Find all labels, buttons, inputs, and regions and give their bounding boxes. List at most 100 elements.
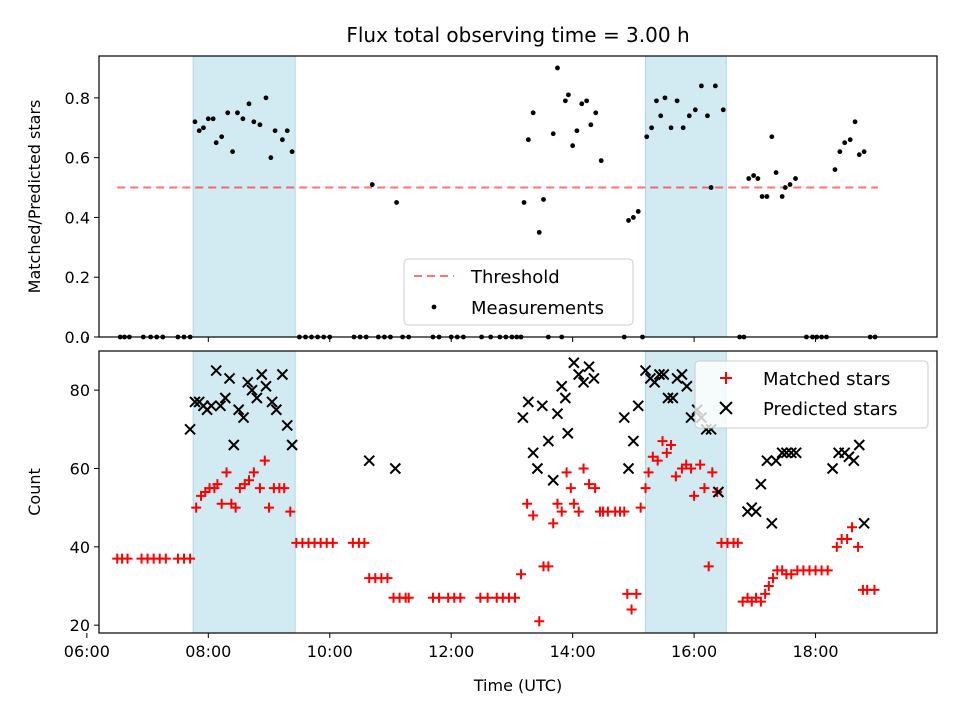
matched-star-marker [657,436,668,447]
predicted-star-marker [527,447,539,459]
measurement-point [662,95,668,101]
matched-star-marker [622,588,633,599]
observing-interval-band [192,55,296,338]
matched-star-marker [556,506,567,517]
plot-frame [98,350,938,634]
matched-star-marker [230,502,241,513]
matched-star-marker [382,573,393,584]
legend-measurement-label: Measurements [471,298,604,319]
measurement-point [584,98,590,104]
predicted-star-marker [785,447,797,459]
predicted-star-marker [517,411,529,424]
measurement-point [759,194,765,199]
x-tick-label: 18:00 [792,642,838,661]
measurement-point [708,185,714,190]
predicted-star-marker [676,368,688,381]
measurement-point [525,137,531,143]
predicted-star-marker [780,447,793,459]
measurement-point [555,65,560,71]
matched-star-marker [285,506,296,517]
matched-star-marker [516,569,527,580]
matched-star-marker [455,592,466,603]
predicted-star-marker [559,392,572,404]
matched-star-marker [831,541,842,552]
measurement-point [773,170,779,175]
measurement-point [240,116,246,122]
predicted-star-marker [246,384,258,396]
measurement-point [852,119,858,125]
measurement-point [698,83,704,89]
measurement-point [210,116,216,122]
measurement-point [257,122,263,128]
measurement-point [562,98,568,104]
predicted-star-marker [573,368,585,381]
matched-star-marker [543,561,554,572]
predicted-star-marker [685,411,697,424]
measurement-point [746,176,752,181]
legend-box [694,360,929,429]
matched-star-marker [534,616,545,627]
measurement-point [630,215,636,220]
measurement-point [712,83,718,89]
y-tick-label: 0.4 [65,208,90,227]
predicted-star-marker [577,376,590,389]
predicted-star-marker [562,427,574,439]
matched-star-marker [248,467,259,478]
plot-frame [98,55,938,338]
matched-star-marker [191,502,202,513]
matched-star-marker [264,502,275,513]
legend-top: Threshold Measurements [403,258,634,326]
measurement-point [536,229,542,235]
legend-measurement-swatch [431,304,437,310]
measurement-point [246,101,252,107]
measurement-point [201,125,206,131]
x-tick-label: 12:00 [428,642,474,661]
measurement-point [235,110,240,116]
predicted-star-marker [542,435,555,447]
matched-star-marker [853,541,864,552]
measurement-point [196,128,202,134]
predicted-star-marker [648,376,661,389]
y-tick-label: 0.8 [65,89,90,108]
measurement-point [861,149,867,155]
measurement-point [686,113,692,119]
predicted-star-marker [547,474,559,486]
x-tick-label: 16:00 [671,642,717,661]
measurement-point [284,128,290,134]
measurement-point [230,149,235,155]
legend-matched-swatch [720,372,732,384]
chart-title: Flux total observing time = 3.00 h [346,23,689,47]
predicted-star-marker [219,392,232,404]
predicted-star-marker [228,439,240,451]
measurement-point [225,110,231,116]
matched-star-marker [122,553,133,564]
matched-star-marker [643,467,654,478]
matched-star-marker [528,510,539,521]
predicted-star-marker [632,400,644,412]
y-axis-label: Matched/Predicted stars [25,100,44,294]
measurement-point [680,125,686,131]
predicted-star-marker [276,368,289,381]
y-tick-label: 0.2 [65,268,90,287]
predicted-star-marker [662,392,674,404]
measurement-point [272,128,278,134]
y-tick-label: 0.6 [65,149,90,168]
predicted-star-marker [223,372,236,385]
predicted-star-marker [712,486,725,498]
measurement-point [570,143,576,149]
measurement-point [837,149,843,155]
matched-star-marker [755,596,766,607]
matched-star-marker [670,471,681,482]
measurement-point [654,98,659,104]
matched-star-marker [403,592,414,603]
predicted-star-marker [260,380,272,392]
measurement-point [521,200,527,205]
measurement-point [793,176,798,181]
matched-star-marker [548,518,559,529]
measurement-point [263,95,269,101]
predicted-star-marker [205,400,218,412]
measurement-point [668,125,674,131]
predicted-star-marker [281,419,293,432]
matched-star-marker [763,581,774,591]
